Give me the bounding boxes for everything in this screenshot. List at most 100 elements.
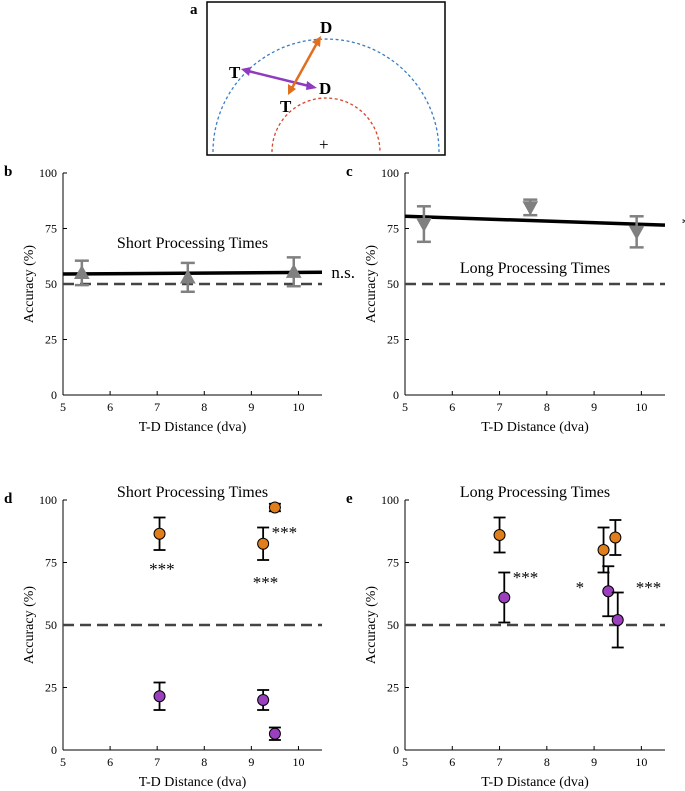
data-point-purple [268, 727, 281, 740]
y-tick-label: 0 [393, 388, 399, 402]
y-tick-label: 100 [381, 166, 399, 180]
data-point-orange [597, 544, 610, 556]
x-tick-label: 10 [635, 755, 647, 769]
y-tick-label: 0 [393, 743, 399, 757]
y-tick-label: 25 [45, 333, 57, 347]
x-tick-label: 6 [449, 400, 455, 414]
y-tick-label: 75 [387, 222, 399, 236]
chart-title: Long Processing Times [460, 484, 610, 501]
y-tick-label: 100 [39, 166, 57, 180]
data-point-orange [153, 527, 166, 540]
panel-letter: d [4, 491, 13, 507]
label-target-inner: T [280, 97, 292, 116]
orange-arrow-shaft [290, 42, 319, 89]
y-tick-label: 75 [45, 556, 57, 570]
chart-title: Short Processing Times [117, 484, 268, 501]
orange-arrowhead-top [312, 36, 321, 47]
inner-ring [271, 97, 381, 153]
x-tick-label: 10 [292, 400, 304, 414]
y-tick-label: 50 [45, 277, 57, 291]
outer-ring [212, 38, 440, 153]
x-tick-label: 9 [591, 755, 597, 769]
label-distractor-inner: D [319, 79, 331, 98]
data-point-purple [153, 690, 166, 703]
data-point-purple [611, 614, 624, 626]
y-tick-label: 50 [387, 277, 399, 291]
x-tick-label: 7 [154, 755, 160, 769]
data-point-orange [609, 531, 622, 544]
x-tick-label: 7 [497, 755, 503, 769]
data-point-marker [73, 264, 90, 279]
data-point-marker [179, 269, 196, 284]
y-tick-label: 25 [387, 681, 399, 695]
significance-annotation: *** [149, 559, 175, 578]
panel-a-letter: a [190, 2, 198, 18]
chart-title: Long Processing Times [460, 260, 610, 277]
panel-a-diagram: a T D T D + [190, 1, 446, 156]
panel-letter: b [4, 164, 12, 180]
significance-annotation: *** [253, 573, 279, 592]
y-axis-label: Accuracy (%) [364, 245, 379, 323]
x-axis-label: T-D Distance (dva) [139, 420, 247, 435]
orange-arrowhead-bottom [288, 84, 296, 95]
data-point-orange [493, 529, 506, 541]
x-axis-label: T-D Distance (dva) [481, 420, 589, 435]
purple-arrowhead-right [306, 81, 317, 90]
x-tick-label: 6 [107, 755, 113, 769]
fit-line [404, 214, 666, 227]
y-tick-label: 50 [45, 618, 57, 632]
y-axis-label: Accuracy (%) [22, 245, 37, 323]
data-point-orange [257, 537, 270, 550]
y-tick-label: 0 [51, 743, 57, 757]
x-tick-label: 10 [292, 755, 304, 769]
x-tick-label: 9 [248, 755, 254, 769]
x-tick-label: 7 [154, 400, 160, 414]
data-point-purple [257, 694, 270, 706]
x-axis-label: T-D Distance (dva) [481, 775, 589, 790]
fit-line [62, 270, 323, 276]
x-tick-label: 6 [107, 400, 113, 414]
significance-annotation: *** [272, 523, 298, 542]
x-tick-label: 7 [497, 400, 503, 414]
x-axis-label: T-D Distance (dva) [139, 775, 247, 790]
x-tick-label: 5 [402, 400, 408, 414]
x-tick-label: 10 [635, 400, 647, 414]
x-tick-label: 8 [544, 755, 550, 769]
purple-arrowhead-left [241, 67, 251, 76]
data-point-marker [416, 217, 432, 233]
x-tick-label: 9 [591, 400, 597, 414]
x-tick-label: 8 [201, 755, 207, 769]
x-tick-label: 5 [402, 755, 408, 769]
y-tick-label: 100 [39, 493, 57, 507]
data-point-orange [268, 501, 281, 514]
y-tick-label: 50 [387, 618, 399, 632]
data-point-purple [498, 591, 511, 604]
y-tick-label: 100 [381, 493, 399, 507]
y-tick-label: 25 [387, 333, 399, 347]
significance-annotation: *** [636, 578, 662, 597]
data-point-marker [285, 263, 302, 278]
y-tick-label: 75 [387, 556, 399, 570]
x-tick-label: 6 [449, 755, 455, 769]
x-tick-label: 9 [248, 400, 254, 414]
data-point-marker [628, 225, 645, 240]
chart-title: Short Processing Times [117, 235, 268, 252]
significance-annotation: * [682, 214, 685, 233]
significance-annotation: * [576, 578, 585, 597]
y-axis-label: Accuracy (%) [364, 586, 379, 664]
y-tick-label: 25 [45, 681, 57, 695]
y-tick-label: 75 [45, 222, 57, 236]
data-point-marker [522, 201, 539, 216]
significance-annotation: n.s. [331, 263, 355, 282]
panel-letter: e [346, 491, 353, 507]
data-point-purple [602, 585, 615, 598]
diagram-frame [206, 1, 446, 156]
significance-annotation: *** [513, 568, 539, 587]
label-target-outer: T [229, 63, 241, 82]
